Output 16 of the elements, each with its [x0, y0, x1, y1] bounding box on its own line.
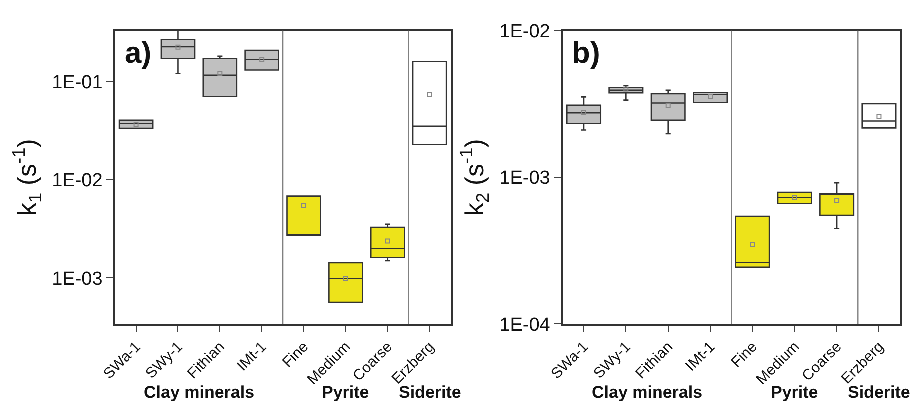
text: Clay minerals [592, 383, 703, 402]
text: Siderite [848, 383, 910, 402]
chart-title: b) [572, 37, 600, 70]
x-tick-label: Fine [728, 338, 761, 372]
chart-title: a) [125, 37, 152, 70]
text: Siderite [399, 383, 462, 402]
text: Pyrite [771, 383, 818, 402]
y-tick-label: 1E-02 [500, 21, 550, 42]
y-tick-label: 1E-04 [500, 314, 551, 336]
y-tick-label: 1E-03 [500, 168, 550, 190]
y-tick-label: 1E-02 [52, 170, 103, 192]
text: Pyrite [322, 383, 370, 402]
y-tick-label: 1E-03 [52, 268, 103, 290]
x-tick-label: Fine [279, 338, 312, 372]
text: Clay minerals [144, 383, 255, 402]
y-tick-label: 1E-01 [52, 72, 103, 94]
